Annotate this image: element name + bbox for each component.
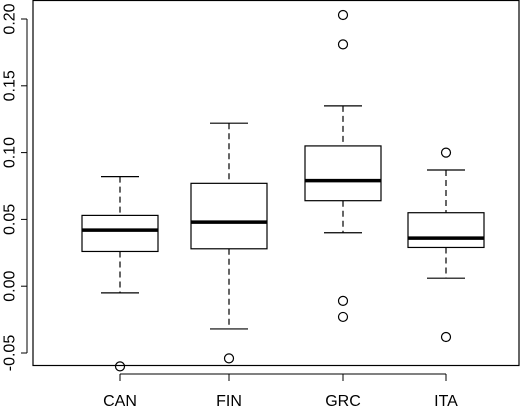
y-tick-label: 0.10	[2, 137, 19, 168]
outlier-point	[223, 353, 235, 364]
outlier-point	[440, 147, 452, 158]
box-iqr	[81, 214, 159, 253]
outlier-point	[337, 39, 349, 50]
y-tick-label: -0.05	[2, 335, 19, 372]
box-group	[407, 147, 485, 343]
outlier-point	[440, 331, 452, 343]
box-group	[190, 122, 268, 364]
box-iqr	[407, 212, 485, 249]
y-tick-label: 0.00	[2, 271, 19, 302]
outlier-point	[337, 311, 349, 323]
y-axis: -0.05 0.00 0.05 0.10 0.15 0.20	[2, 3, 28, 371]
box-iqr	[304, 145, 382, 202]
plot-frame	[32, 0, 520, 367]
outlier-point	[337, 9, 349, 21]
outlier-point	[337, 295, 349, 306]
x-tick-label: ITA	[434, 393, 458, 410]
outlier-point	[114, 361, 126, 372]
x-axis: CAN FIN GRC ITA	[103, 373, 458, 410]
x-tick-label: CAN	[103, 393, 137, 410]
y-tick-label: 0.15	[2, 70, 19, 101]
x-tick-label: FIN	[216, 393, 242, 410]
y-tick-label: 0.20	[2, 3, 19, 34]
x-tick-label: GRC	[325, 393, 361, 410]
box-group	[81, 176, 159, 372]
box-group	[304, 9, 382, 323]
boxes	[81, 9, 485, 372]
y-tick-label: 0.05	[2, 204, 19, 235]
box-iqr	[190, 182, 268, 250]
